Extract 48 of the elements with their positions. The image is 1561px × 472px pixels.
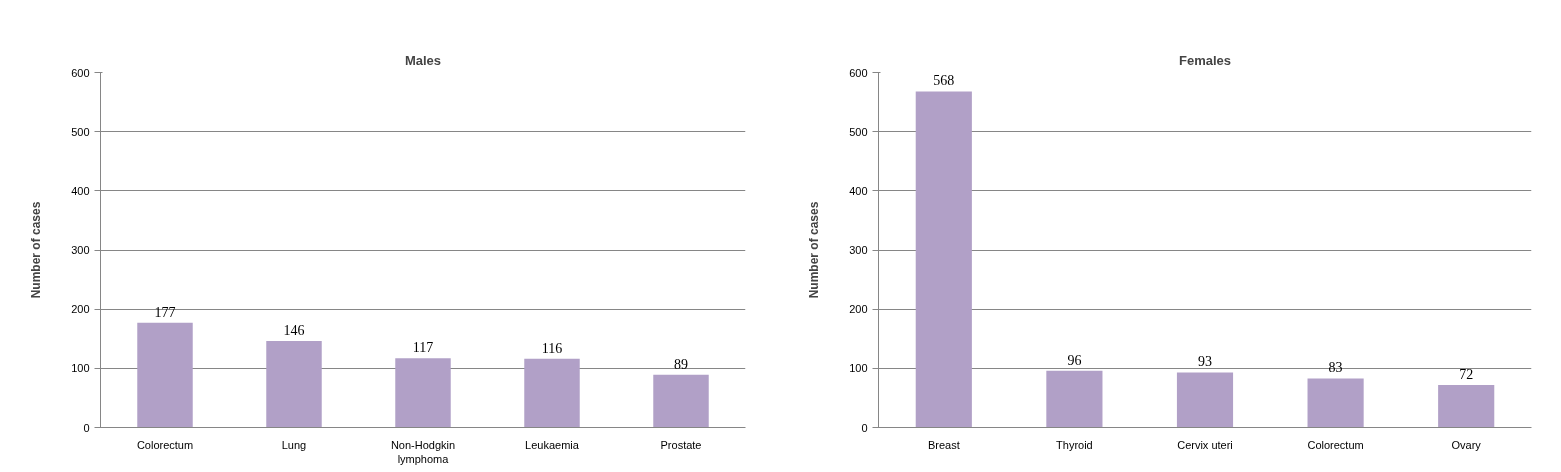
data-label: 83 bbox=[1328, 360, 1343, 376]
data-label: 93 bbox=[1198, 354, 1212, 370]
data-label: 72 bbox=[1459, 366, 1474, 382]
y-tick-label: 100 bbox=[849, 362, 868, 375]
y-tick-label: 600 bbox=[849, 66, 868, 79]
data-label: 117 bbox=[412, 340, 434, 356]
y-tick-label: 500 bbox=[849, 125, 868, 138]
bar bbox=[1176, 372, 1234, 428]
data-label: 96 bbox=[1067, 352, 1082, 368]
y-tick-label: 300 bbox=[71, 244, 90, 256]
y-axis-title: Number of cases bbox=[29, 201, 44, 299]
x-tick-label: Cervix uteri bbox=[1177, 438, 1233, 451]
y-tick-label: 0 bbox=[861, 421, 868, 434]
x-tick-label: Non-Hodgkin lymphoma bbox=[390, 438, 456, 465]
data-label: 89 bbox=[674, 356, 688, 372]
x-tick-label: Colorectum bbox=[136, 438, 194, 451]
x-tick-label: Leukaemia bbox=[525, 438, 580, 451]
x-tick-label: Breast bbox=[927, 438, 960, 451]
y-axis-title: Number of cases bbox=[807, 201, 822, 299]
y-tick-label: 100 bbox=[71, 362, 90, 375]
x-tick-label: Ovary bbox=[1451, 438, 1482, 451]
data-label: 568 bbox=[933, 73, 955, 89]
y-tick-label: 400 bbox=[849, 184, 868, 197]
data-label: 146 bbox=[283, 323, 305, 339]
y-tick-label: 300 bbox=[849, 244, 868, 256]
x-tick-label: Thyroid bbox=[1056, 438, 1093, 451]
y-tick-label: 200 bbox=[71, 303, 90, 316]
bar bbox=[266, 341, 322, 428]
chart-title: Females bbox=[1178, 52, 1232, 68]
bar bbox=[915, 91, 972, 428]
x-tick-label: Colorectum bbox=[1307, 438, 1364, 451]
data-label: 116 bbox=[541, 340, 563, 356]
y-tick-label: 0 bbox=[83, 421, 90, 434]
x-tick-label: Prostate bbox=[660, 438, 702, 451]
y-tick-label: 400 bbox=[71, 184, 90, 197]
bar bbox=[1046, 370, 1103, 428]
bar bbox=[1438, 384, 1495, 428]
data-label: 177 bbox=[154, 304, 176, 320]
bar bbox=[395, 358, 451, 428]
y-tick-label: 500 bbox=[71, 125, 90, 138]
chart-title: Males bbox=[404, 52, 442, 68]
bar bbox=[1307, 378, 1364, 428]
bar bbox=[653, 374, 709, 428]
bar bbox=[524, 358, 580, 428]
y-tick-label: 200 bbox=[849, 303, 868, 316]
y-tick-label: 600 bbox=[71, 66, 90, 79]
x-tick-label: Lung bbox=[281, 438, 307, 451]
bar bbox=[137, 322, 193, 428]
